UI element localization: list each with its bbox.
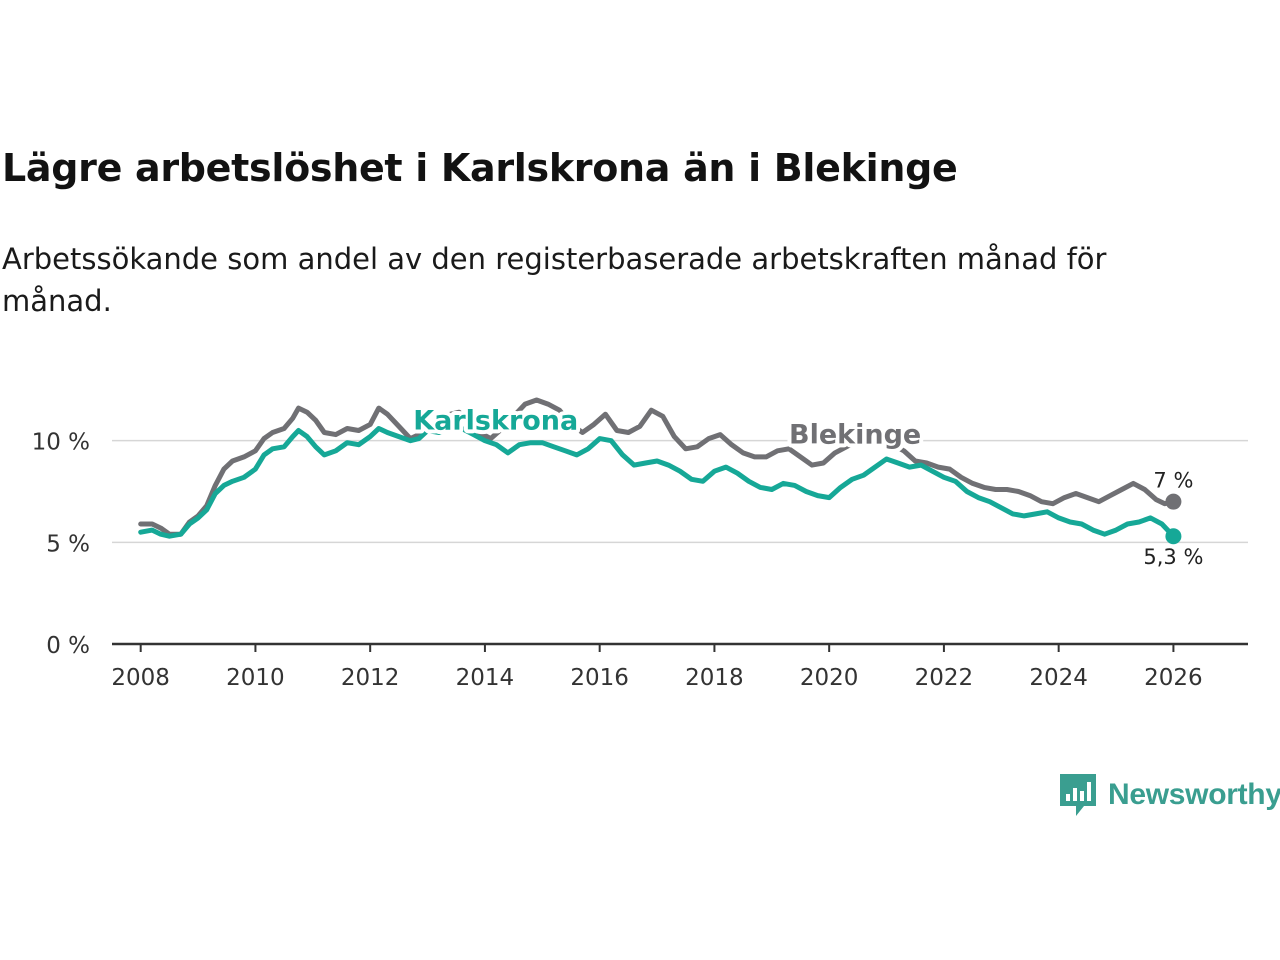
end-point-blekinge — [1165, 493, 1182, 510]
series-line-karlskrona — [138, 423, 1176, 539]
series-label-blekinge: Blekinge — [789, 420, 921, 451]
brand-name: Newsworthy — [1108, 778, 1280, 811]
y-axis: 0 % 5 % 10 % — [32, 430, 90, 659]
end-point-karlskrona — [1165, 528, 1182, 545]
series-lines — [138, 397, 1176, 539]
series-labels: Blekinge 7 % Karlskrona 5,3 % — [409, 401, 1206, 571]
x-tick-label: 2022 — [915, 665, 974, 691]
x-tick-label: 2008 — [111, 665, 170, 691]
chart-title: Lägre arbetslöshet i Karlskrona än i Ble… — [2, 146, 958, 190]
series-label-karlskrona: Karlskrona — [413, 405, 578, 436]
x-tick-label: 2026 — [1144, 665, 1203, 691]
chart-subtitle: Arbetssökande som andel av den registerb… — [2, 242, 1107, 318]
x-tick-label: 2016 — [570, 665, 629, 691]
newsworthy-logo-icon — [1060, 774, 1096, 816]
x-tick-label: 2012 — [341, 665, 400, 691]
y-tick-label: 0 % — [46, 633, 90, 659]
y-tick-label: 10 % — [32, 430, 90, 456]
series-line-blekinge — [138, 397, 1176, 537]
x-tick-label: 2020 — [800, 665, 859, 691]
end-value-label-karlskrona: 5,3 % — [1143, 545, 1203, 569]
x-tick-label: 2018 — [685, 665, 744, 691]
end-value-label-blekinge: 7 % — [1153, 469, 1193, 493]
y-tick-label: 5 % — [46, 531, 90, 557]
x-tick-label: 2010 — [226, 665, 285, 691]
x-tick-label: 2014 — [456, 665, 515, 691]
x-tick-label: 2024 — [1029, 665, 1088, 691]
newsworthy-brand[interactable]: Newsworthy — [1058, 772, 1280, 818]
x-axis: 2008 2010 2012 2014 2016 2018 2020 2022 2024 2026 — [111, 642, 1248, 691]
